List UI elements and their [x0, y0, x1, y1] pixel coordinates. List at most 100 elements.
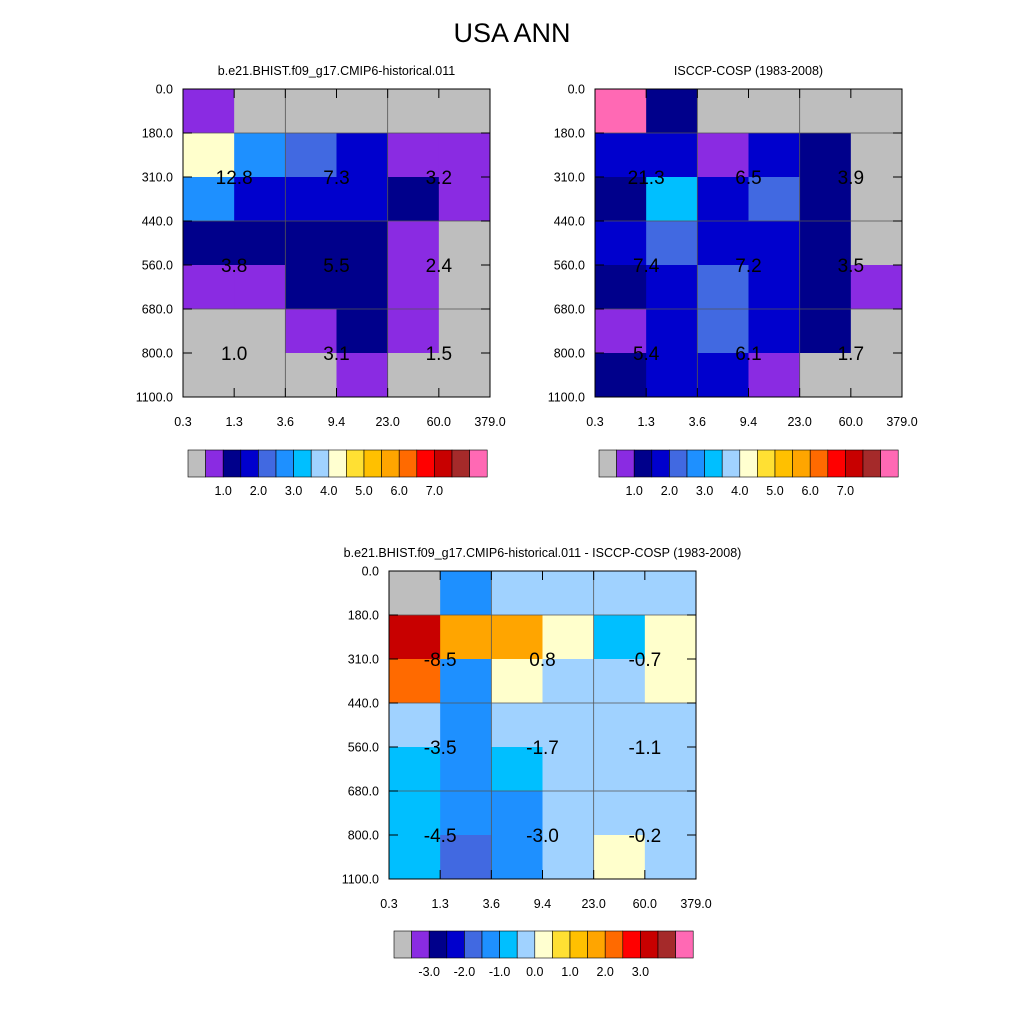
colorbar-swatch	[721, 449, 741, 478]
x-tick-label: 60.0	[839, 415, 863, 429]
chart-panel-3: b.e21.BHIST.f09_g17.CMIP6-historical.011…	[342, 546, 742, 979]
box-value-label: 2.4	[426, 256, 453, 277]
heatmap-cell	[234, 221, 286, 266]
y-tick-label: 180.0	[142, 127, 173, 141]
heatmap-cell	[799, 265, 852, 310]
heatmap-cell	[387, 133, 440, 178]
heatmap-cell	[748, 177, 801, 222]
heatmap-cell	[440, 835, 492, 880]
colorbar-label: 0.0	[526, 965, 543, 979]
colorbar-label: 1.0	[215, 484, 232, 498]
colorbar-swatch	[704, 449, 723, 478]
heatmap-cell	[595, 353, 647, 398]
panel-title: b.e21.BHIST.f09_g17.CMIP6-historical.011	[218, 64, 455, 78]
heatmap-cell	[644, 835, 697, 880]
heatmap-cell	[593, 835, 646, 880]
y-tick-label: 180.0	[554, 127, 585, 141]
box-value-label: 5.5	[323, 256, 349, 277]
heatmap-cell	[438, 133, 491, 178]
x-tick-label: 9.4	[740, 415, 757, 429]
x-tick-label: 60.0	[427, 415, 451, 429]
heatmap-cell	[285, 353, 337, 398]
heatmap-cell	[748, 353, 801, 398]
heatmap-cell	[438, 353, 491, 398]
y-tick-label: 0.0	[362, 565, 379, 579]
heatmap-cell	[593, 659, 646, 704]
heatmap-cell	[644, 703, 697, 748]
heatmap-cell	[799, 353, 852, 398]
heatmap-cell	[850, 133, 903, 178]
heatmap-cell	[183, 89, 235, 134]
colorbar-swatch	[657, 930, 676, 959]
heatmap-cell	[646, 89, 698, 134]
colorbar-label: 6.0	[391, 484, 408, 498]
colorbar-label: 2.0	[597, 965, 614, 979]
heatmap-cell	[697, 133, 749, 178]
y-tick-label: 560.0	[142, 259, 173, 273]
heatmap-cell	[646, 133, 698, 178]
heatmap-cell	[595, 89, 647, 134]
colorbar-label: 5.0	[766, 484, 783, 498]
heatmap-cell	[697, 221, 749, 266]
heatmap-cell	[183, 309, 235, 354]
page-title: USA ANN	[453, 18, 571, 48]
colorbar-swatch	[845, 449, 864, 478]
box-value-label: -3.0	[526, 826, 559, 847]
box-value-label: 3.5	[838, 256, 864, 277]
colorbar-swatch	[499, 930, 518, 959]
heatmap-cell	[646, 309, 698, 354]
box-value-label: 1.0	[221, 344, 247, 365]
heatmap-cell	[593, 747, 646, 792]
heatmap-cell	[697, 353, 749, 398]
colorbar-swatch	[446, 930, 465, 959]
x-tick-label: 3.6	[277, 415, 294, 429]
heatmap-cell	[646, 177, 698, 222]
heatmap-cell	[387, 89, 440, 134]
x-tick-label: 9.4	[534, 897, 551, 911]
x-tick-label: 1.3	[637, 415, 654, 429]
heatmap-cell	[644, 571, 697, 616]
y-tick-label: 1100.0	[342, 873, 379, 887]
box-value-label: 7.2	[735, 256, 761, 277]
colorbar-label: -2.0	[454, 965, 476, 979]
x-tick-label: 60.0	[633, 897, 657, 911]
panel-title: b.e21.BHIST.f09_g17.CMIP6-historical.011…	[344, 546, 742, 560]
heatmap-cell	[850, 221, 903, 266]
heatmap-cell	[850, 265, 903, 310]
y-tick-label: 800.0	[554, 347, 585, 361]
colorbar-swatch	[675, 930, 694, 959]
box-value-label: -3.5	[424, 738, 457, 759]
heatmap-cell	[542, 747, 595, 792]
colorbar-swatch	[669, 449, 688, 478]
colorbar-label: 2.0	[661, 484, 678, 498]
heatmap-cell	[285, 89, 337, 134]
colorbar-swatch	[616, 449, 635, 478]
box-value-label: 7.3	[323, 168, 349, 189]
heatmap-cell	[799, 89, 852, 134]
heatmap-cell	[387, 353, 440, 398]
panel-title: ISCCP-COSP (1983-2008)	[674, 64, 823, 78]
colorbar-swatch	[411, 930, 430, 959]
heatmap-cell	[644, 747, 697, 792]
y-tick-label: 800.0	[348, 829, 379, 843]
chart-panel-2: ISCCP-COSP (1983-2008) 21.3 6.5 3.9 7.4 7.2 3.…	[548, 64, 918, 498]
heatmap-cell	[389, 571, 441, 616]
colorbar-swatch	[827, 449, 846, 478]
heatmap-cell	[595, 221, 647, 266]
heatmap-cell	[542, 703, 595, 748]
colorbar-swatch	[640, 930, 659, 959]
y-tick-label: 680.0	[348, 785, 379, 799]
heatmap-cell	[491, 571, 543, 616]
colorbar-swatch	[598, 449, 617, 478]
heatmap-cell	[440, 703, 492, 748]
heatmap-cell	[389, 615, 441, 660]
colorbar-label: 3.0	[285, 484, 302, 498]
box-value-label: -1.1	[628, 738, 661, 759]
heatmap-cell	[697, 177, 749, 222]
y-tick-label: 440.0	[142, 215, 173, 229]
y-tick-label: 1100.0	[136, 391, 173, 405]
colorbar-label: 7.0	[837, 484, 854, 498]
colorbar-swatch	[451, 449, 470, 478]
colorbar-swatch	[381, 449, 400, 478]
box-value-label: -0.7	[628, 650, 661, 671]
